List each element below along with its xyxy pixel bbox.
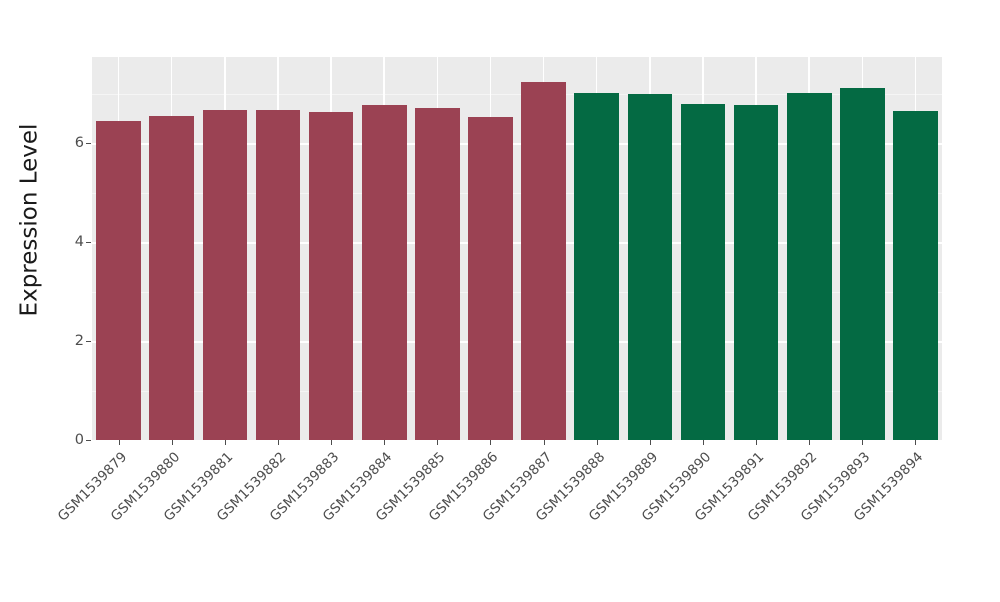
x-tick-mark: [277, 440, 279, 445]
x-tick-mark: [702, 440, 704, 445]
gridline-minor: [92, 94, 942, 96]
bar[interactable]: [361, 104, 407, 440]
x-tick-mark: [862, 440, 864, 445]
x-tick-mark: [915, 440, 917, 445]
gridline-minor: [92, 291, 942, 293]
bar[interactable]: [733, 105, 779, 440]
bar[interactable]: [574, 93, 619, 440]
bar[interactable]: [468, 116, 513, 440]
bar[interactable]: [786, 92, 832, 440]
x-tick-mark: [384, 440, 386, 445]
bar[interactable]: [255, 109, 301, 440]
x-tick-mark: [490, 440, 492, 445]
x-tick-mark: [331, 440, 333, 445]
gridline-major: [92, 341, 942, 343]
y-tick-label: 0: [74, 432, 84, 448]
y-tick-mark: [86, 440, 91, 441]
gridline-major: [92, 143, 942, 146]
x-tick-mark: [118, 440, 120, 445]
bar[interactable]: [308, 111, 354, 440]
x-tick-mark: [171, 440, 173, 445]
bar[interactable]: [415, 107, 460, 440]
y-axis-title: Expression Level: [0, 0, 58, 440]
bar[interactable]: [202, 110, 248, 440]
x-tick-mark: [543, 440, 545, 445]
y-axis-tick-labels: 0 2 4 6: [58, 0, 84, 580]
gridline-major: [92, 242, 942, 244]
y-axis-title-text: Expression Level: [16, 123, 42, 317]
bar[interactable]: [840, 88, 885, 440]
y-tick-mark: [86, 341, 91, 343]
x-tick-mark: [649, 440, 651, 445]
gridline-minor: [92, 192, 942, 194]
y-tick-label: 4: [74, 234, 84, 251]
bar[interactable]: [893, 111, 938, 440]
x-tick-mark: [437, 440, 439, 445]
bar[interactable]: [627, 94, 673, 440]
y-tick-label: 6: [74, 135, 84, 152]
bar[interactable]: [680, 104, 726, 440]
x-tick-mark: [224, 440, 226, 445]
x-tick-mark: [596, 440, 598, 445]
plot-panel: [92, 57, 942, 440]
bar[interactable]: [96, 121, 141, 440]
bar[interactable]: [521, 81, 566, 440]
y-tick-mark: [86, 143, 91, 145]
x-tick-mark: [756, 440, 758, 445]
x-tick-mark: [809, 440, 811, 445]
gridline-minor: [92, 390, 942, 392]
y-tick-label: 2: [74, 333, 84, 350]
bar[interactable]: [149, 116, 194, 440]
y-tick-mark: [86, 242, 91, 244]
